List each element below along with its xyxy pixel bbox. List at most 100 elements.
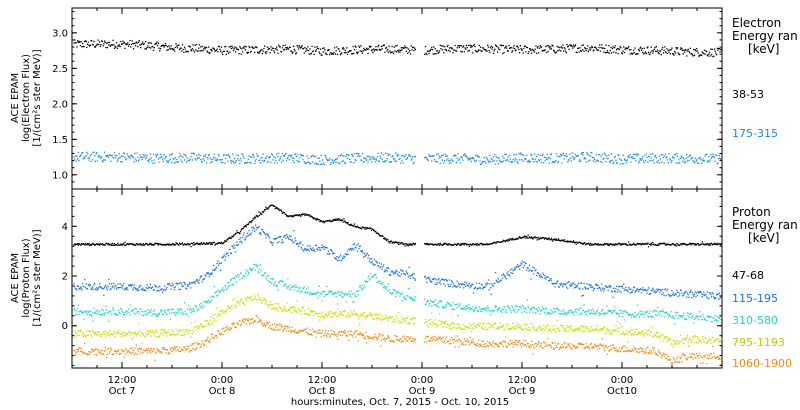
data-point — [530, 237, 532, 239]
data-point — [503, 240, 505, 242]
data-point — [363, 253, 366, 255]
data-point — [301, 45, 303, 47]
data-point — [273, 205, 276, 207]
data-point — [123, 41, 125, 44]
data-point — [361, 228, 363, 230]
data-point — [378, 314, 380, 316]
data-point — [113, 47, 116, 49]
data-point — [511, 268, 513, 270]
data-point — [188, 45, 190, 47]
data-point — [238, 232, 240, 234]
data-point — [618, 313, 620, 315]
data-point — [363, 312, 366, 314]
data-point — [619, 285, 621, 288]
data-point — [313, 292, 315, 295]
data-point — [625, 161, 628, 164]
data-point — [302, 287, 304, 289]
data-point — [386, 317, 388, 319]
data-point — [333, 161, 335, 163]
data-point — [156, 154, 158, 156]
data-point — [188, 243, 191, 245]
data-point — [336, 157, 339, 159]
data-point — [526, 236, 528, 238]
data-point — [642, 160, 645, 162]
data-point — [641, 158, 643, 160]
data-point — [237, 49, 240, 51]
data-point — [215, 307, 218, 309]
data-point — [412, 323, 414, 325]
data-point — [679, 315, 682, 317]
data-point — [162, 158, 164, 160]
data-point — [459, 162, 461, 164]
data-point — [90, 39, 92, 42]
data-point — [637, 242, 639, 245]
data-point — [130, 243, 133, 245]
data-point — [332, 252, 334, 254]
data-point — [519, 159, 521, 161]
data-point — [536, 239, 538, 241]
data-point — [532, 49, 534, 51]
data-point — [255, 229, 257, 231]
data-point — [566, 44, 568, 46]
data-point — [475, 155, 477, 157]
data-point — [473, 159, 475, 161]
data-point — [351, 249, 353, 251]
data-point — [219, 263, 221, 265]
data-point — [128, 43, 130, 46]
data-point — [620, 47, 622, 49]
data-point — [458, 244, 461, 246]
data-point — [128, 312, 130, 314]
data-point — [617, 289, 619, 291]
data-point — [568, 241, 570, 243]
data-point — [140, 47, 142, 49]
data-point — [633, 242, 635, 245]
data-point — [655, 244, 657, 246]
data-point — [208, 301, 210, 303]
data-point — [348, 291, 350, 293]
data-point — [329, 312, 331, 314]
data-point — [555, 153, 558, 155]
data-point — [713, 157, 716, 159]
data-point — [268, 235, 270, 237]
data-point — [691, 157, 694, 159]
data-point — [711, 244, 713, 246]
data-point — [516, 266, 518, 268]
data-point — [340, 52, 342, 55]
data-point — [117, 159, 119, 161]
data-point — [544, 49, 546, 51]
data-point — [603, 244, 605, 246]
data-point — [519, 268, 521, 271]
data-point — [166, 335, 169, 337]
data-point — [203, 325, 205, 328]
data-point — [496, 280, 498, 282]
data-point — [399, 243, 401, 245]
data-point — [395, 321, 397, 324]
data-point — [402, 270, 404, 272]
data-point — [329, 291, 332, 293]
data-point — [526, 299, 529, 301]
data-point — [564, 240, 566, 243]
data-point — [383, 319, 385, 321]
data-point — [244, 224, 247, 227]
data-point — [494, 282, 496, 285]
data-point — [330, 290, 332, 292]
data-point — [407, 52, 409, 54]
data-point — [209, 274, 211, 276]
data-point — [76, 289, 78, 291]
data-point — [191, 242, 193, 244]
data-point — [275, 159, 277, 162]
data-point — [506, 272, 508, 274]
data-point — [137, 333, 139, 335]
data-point — [522, 160, 524, 162]
data-point — [194, 243, 196, 245]
data-point — [387, 266, 389, 269]
data-point — [683, 243, 685, 245]
data-point — [216, 48, 218, 50]
data-point — [497, 308, 499, 311]
data-point — [710, 316, 712, 318]
data-point — [117, 242, 119, 244]
data-point — [540, 238, 542, 240]
data-point — [210, 243, 212, 245]
data-point — [309, 245, 311, 247]
data-point — [602, 287, 604, 289]
